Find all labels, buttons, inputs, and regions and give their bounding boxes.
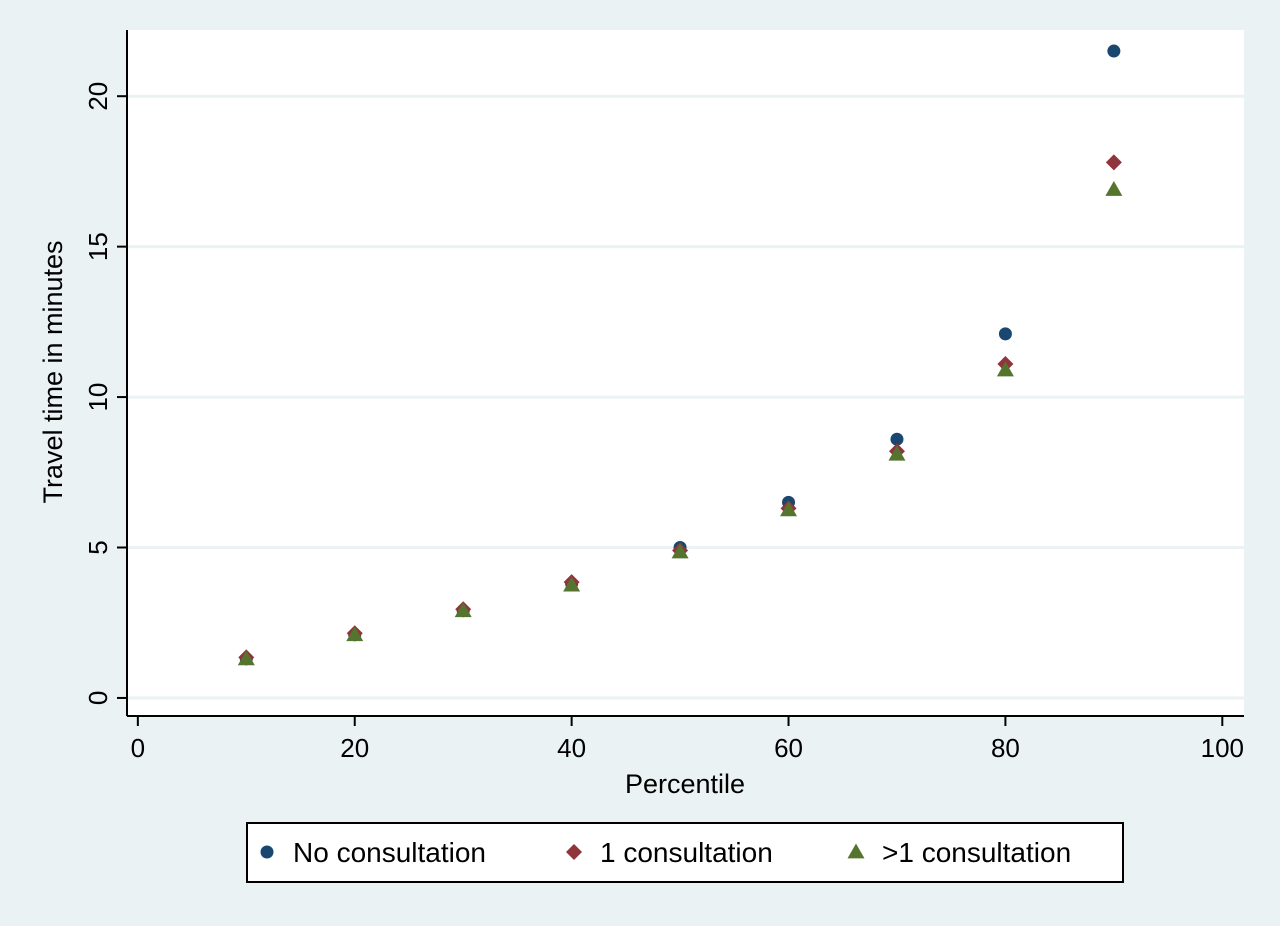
- y-tick-label: 0: [83, 691, 113, 705]
- x-tick-label: 80: [991, 733, 1020, 763]
- data-point: [1105, 154, 1122, 171]
- x-axis-title: Percentile: [625, 769, 745, 799]
- legend-label: >1 consultation: [882, 837, 1071, 868]
- x-tick-label: 60: [774, 733, 803, 763]
- y-tick-label: 20: [83, 82, 113, 111]
- legend-box: [246, 822, 1124, 883]
- data-point: [563, 576, 581, 592]
- x-tick-label: 0: [131, 733, 145, 763]
- data-points: [237, 44, 1123, 666]
- plot-area: [127, 30, 1244, 716]
- legend-label: No consultation: [293, 837, 486, 868]
- legend: No consultation 1 consultation >1 consulta…: [246, 822, 1124, 883]
- data-point: [1107, 44, 1121, 58]
- legend-label: 1 consultation: [600, 837, 773, 868]
- data-point: [237, 650, 255, 666]
- data-point: [454, 602, 472, 618]
- y-tick-label: 10: [83, 383, 113, 412]
- data-point: [671, 543, 689, 559]
- data-point: [1105, 180, 1123, 196]
- data-point: [890, 432, 904, 446]
- x-tick-label: 40: [557, 733, 586, 763]
- x-axis: 0 20 40 60 80 100: [127, 715, 1244, 763]
- series-3: [237, 180, 1123, 666]
- data-point: [346, 626, 364, 642]
- legend-marker: [260, 845, 274, 859]
- grid-lines: [127, 94, 1244, 700]
- data-point: [888, 445, 906, 461]
- data-point: [996, 361, 1014, 377]
- y-tick-label: 5: [83, 540, 113, 554]
- legend-marker: [566, 844, 582, 860]
- y-axis: 0 5 10 15 20: [83, 30, 128, 716]
- x-tick-label: 100: [1201, 733, 1244, 763]
- y-axis-title: Travel time in minutes: [38, 240, 68, 503]
- data-point: [780, 501, 798, 517]
- y-tick-label: 15: [83, 232, 113, 261]
- legend-marker: [847, 843, 865, 859]
- data-point: [998, 327, 1012, 341]
- x-tick-label: 20: [340, 733, 369, 763]
